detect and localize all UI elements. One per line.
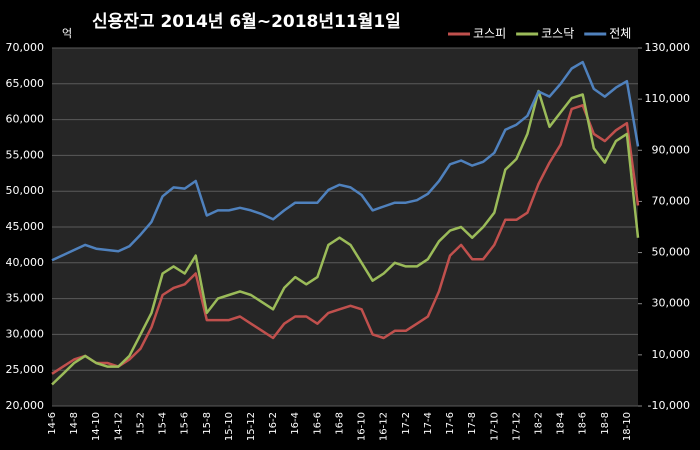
x-tick-label: 14-12 bbox=[113, 412, 124, 441]
y2-tick-label: 90,000 bbox=[652, 143, 691, 156]
x-tick-label: 17-4 bbox=[423, 412, 434, 435]
x-tick-label: 16-12 bbox=[379, 412, 390, 441]
y2-tick-label: 110,000 bbox=[645, 92, 691, 105]
x-tick-label: 17-12 bbox=[511, 412, 522, 441]
x-tick-label: 18-6 bbox=[578, 412, 589, 435]
x-tick-label: 15-4 bbox=[158, 412, 169, 435]
x-tick-label: 17-2 bbox=[401, 412, 412, 435]
series-line bbox=[51, 104, 640, 375]
y2-tick-label: 30,000 bbox=[652, 297, 691, 310]
y-tick-label: 65,000 bbox=[6, 77, 45, 90]
y-tick-label: 30,000 bbox=[6, 327, 45, 340]
y2-tick-label: 10,000 bbox=[652, 348, 691, 361]
y-tick-label: 60,000 bbox=[6, 113, 45, 126]
x-tick-label: 16-2 bbox=[268, 412, 279, 435]
x-tick-label: 16-6 bbox=[312, 412, 323, 435]
y-tick-label: 55,000 bbox=[6, 148, 45, 161]
y-tick-label: 45,000 bbox=[6, 220, 45, 233]
x-tick-label: 16-8 bbox=[334, 412, 345, 435]
y2-tick-label: 130,000 bbox=[645, 41, 691, 54]
x-tick-label: 14-10 bbox=[91, 412, 102, 441]
x-tick-label: 18-4 bbox=[556, 412, 567, 435]
x-tick-label: 16-4 bbox=[290, 412, 301, 435]
chart-title: 신용잔고 2014년 6월~2018년11월1일 bbox=[92, 12, 401, 32]
y-tick-label: 70,000 bbox=[6, 41, 45, 54]
x-tick-label: 15-2 bbox=[135, 412, 146, 435]
x-tick-label: 18-10 bbox=[622, 412, 633, 441]
x-tick-label: 18-8 bbox=[600, 412, 611, 435]
x-tick-label: 15-6 bbox=[180, 412, 191, 435]
series-line bbox=[51, 60, 640, 262]
y-tick-label: 50,000 bbox=[6, 184, 45, 197]
legend-label: 전체 bbox=[609, 27, 631, 41]
x-tick-label: 15-10 bbox=[224, 412, 235, 441]
x-tick-label: 18-2 bbox=[533, 412, 544, 435]
x-tick-label: 14-8 bbox=[69, 412, 80, 435]
x-tick-label: 17-8 bbox=[467, 412, 478, 435]
x-tick-label: 14-6 bbox=[47, 412, 58, 435]
legend-label: 코스닥 bbox=[541, 27, 574, 41]
series-line bbox=[51, 89, 640, 386]
x-tick-label: 17-10 bbox=[489, 412, 500, 441]
y-tick-label: 40,000 bbox=[6, 256, 45, 269]
x-tick-label: 15-12 bbox=[246, 412, 257, 441]
y-tick-label: 35,000 bbox=[6, 292, 45, 305]
y2-tick-label: -10,000 bbox=[648, 399, 690, 412]
y2-tick-label: 50,000 bbox=[652, 246, 691, 259]
y-tick-label: 20,000 bbox=[6, 399, 45, 412]
y2-tick-label: 70,000 bbox=[652, 194, 691, 207]
x-tick-label: 16-10 bbox=[357, 412, 368, 441]
legend-label: 코스피 bbox=[473, 27, 506, 41]
x-tick-label: 15-8 bbox=[202, 412, 213, 435]
y-tick-label: 25,000 bbox=[6, 363, 45, 376]
x-tick-label: 17-6 bbox=[445, 412, 456, 435]
y-axis-label: 억 bbox=[62, 27, 72, 40]
